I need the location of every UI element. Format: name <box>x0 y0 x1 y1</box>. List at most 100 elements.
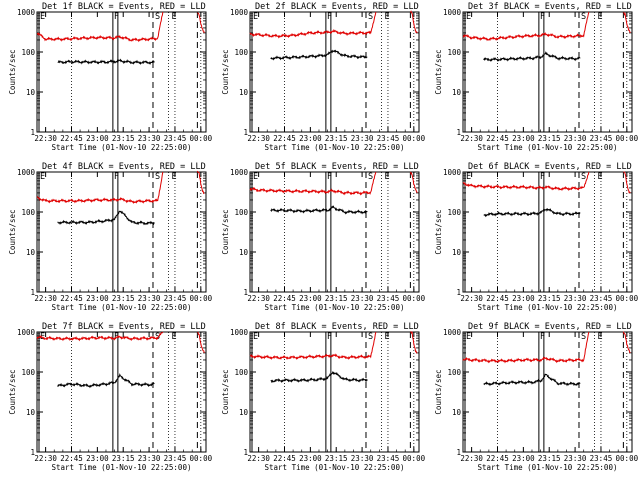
x-tick-label: 23:45 <box>590 454 613 463</box>
plot-frame <box>462 331 633 453</box>
x-tick-label: 23:15 <box>538 134 561 143</box>
x-axis-label: Start Time (01-Nov-10 22:25:00) <box>52 303 192 312</box>
y-tick-label: 10 <box>26 88 36 97</box>
x-tick-label: 22:30 <box>460 454 483 463</box>
y-tick-label: 10 <box>452 88 462 97</box>
x-tick-label: 23:30 <box>351 134 374 143</box>
marker-label: E <box>40 12 45 22</box>
y-axis-label: Counts/sec <box>221 49 230 94</box>
x-tick-label: 23:45 <box>590 294 613 303</box>
y-tick-label: 10 <box>26 248 36 257</box>
x-axis-label: Start Time (01-Nov-10 22:25:00) <box>478 303 618 312</box>
x-tick-label: 23:45 <box>377 454 400 463</box>
events-series-line <box>57 210 155 226</box>
x-tick-label: 22:45 <box>60 294 83 303</box>
detector-panel-4: Det 4f BLACK = Events, RED = LLD 1 10 100 10… <box>0 160 213 320</box>
events-series-line <box>270 49 368 61</box>
marker-label: S <box>155 172 160 182</box>
y-axis-label: Counts/sec <box>8 49 17 94</box>
y-axis-label: Counts/sec <box>434 369 443 414</box>
plot-frame <box>36 171 207 293</box>
y-tick-label: 100 <box>21 368 35 377</box>
marker-label: S <box>155 12 160 22</box>
marker-label: E <box>172 172 177 182</box>
plot-frame <box>36 11 207 133</box>
marker-label: S <box>581 12 586 22</box>
detector-panel-3: Det 3f BLACK = Events, RED = LLD 1 10 100 10… <box>426 0 639 160</box>
detector-panel-9: Det 9f BLACK = Events, RED = LLD 1 10 100 10… <box>426 320 639 480</box>
marker-label: F <box>540 12 545 22</box>
x-tick-label: 22:30 <box>34 134 57 143</box>
x-tick-label: 23:00 <box>299 134 322 143</box>
x-tick-label: 23:30 <box>564 454 587 463</box>
x-tick-label: 23:15 <box>325 294 348 303</box>
y-axis-label: Counts/sec <box>221 209 230 254</box>
plot-frame <box>462 11 633 133</box>
y-tick-label: 1 <box>456 288 461 297</box>
events-series-line <box>270 205 368 215</box>
lld-series-line <box>462 331 590 364</box>
y-axis-label: Counts/sec <box>434 209 443 254</box>
events-series-line <box>483 51 581 62</box>
detector-panel-6: Det 6f BLACK = Events, RED = LLD 1 10 100 10… <box>426 160 639 320</box>
x-tick-label: 00:00 <box>616 454 639 463</box>
marker-label: S <box>155 332 160 342</box>
x-tick-label: 22:45 <box>60 134 83 143</box>
detector-chart-3: Det 3f BLACK = Events, RED = LLD 1 10 100 10… <box>434 2 639 152</box>
y-tick-label: 1000 <box>17 328 36 337</box>
marker-label: E <box>385 172 390 182</box>
x-tick-label: 23:45 <box>164 134 187 143</box>
x-tick-label: 00:00 <box>616 294 639 303</box>
events-series-line <box>57 373 155 389</box>
detector-chart-9: Det 9f BLACK = Events, RED = LLD 1 10 100 10… <box>434 322 639 472</box>
y-tick-label: 1 <box>456 448 461 457</box>
plot-frame <box>249 331 420 453</box>
marker-label: E <box>466 12 471 22</box>
lld-series-line <box>37 11 164 43</box>
y-tick-label: 1 <box>243 288 248 297</box>
y-tick-label: 1 <box>456 128 461 137</box>
plot-frame <box>462 171 633 293</box>
detector-chart-8: Det 8f BLACK = Events, RED = LLD 1 10 100 10… <box>221 322 426 472</box>
marker-label: F <box>114 12 119 22</box>
marker-label: E <box>385 12 390 22</box>
x-tick-label: 22:30 <box>247 294 270 303</box>
x-tick-label: 23:00 <box>299 454 322 463</box>
x-tick-label: 23:15 <box>112 134 135 143</box>
lld-series-line <box>409 10 418 34</box>
events-series-line <box>270 370 368 384</box>
marker-label: E <box>172 12 177 22</box>
x-tick-label: 23:15 <box>538 294 561 303</box>
plot-frame <box>249 11 420 133</box>
y-tick-label: 1 <box>243 128 248 137</box>
marker-label: S <box>581 172 586 182</box>
events-series-line <box>483 208 581 218</box>
x-tick-label: 23:00 <box>86 454 109 463</box>
detector-chart-6: Det 6f BLACK = Events, RED = LLD 1 10 100 10… <box>434 162 639 312</box>
marker-label: S <box>368 12 373 22</box>
marker-label: E <box>253 172 258 182</box>
x-tick-label: 00:00 <box>403 294 426 303</box>
x-tick-label: 23:15 <box>325 134 348 143</box>
y-axis-label: Counts/sec <box>8 369 17 414</box>
marker-label: S <box>368 332 373 342</box>
marker-label: E <box>253 332 258 342</box>
detector-chart-4: Det 4f BLACK = Events, RED = LLD 1 10 100 10… <box>8 162 213 312</box>
y-tick-label: 1000 <box>443 168 462 177</box>
lld-series-line <box>462 11 590 42</box>
x-axis-label: Start Time (01-Nov-10 22:25:00) <box>478 463 618 472</box>
plot-frame <box>36 331 207 453</box>
lld-series-line <box>249 11 377 39</box>
y-tick-label: 1000 <box>17 8 36 17</box>
marker-label: E <box>598 172 603 182</box>
lld-series-line <box>197 331 205 354</box>
x-tick-label: 22:45 <box>273 134 296 143</box>
y-tick-label: 1000 <box>443 8 462 17</box>
x-axis-label: Start Time (01-Nov-10 22:25:00) <box>52 143 192 152</box>
y-axis-label: Counts/sec <box>8 209 17 254</box>
x-tick-label: 00:00 <box>190 294 213 303</box>
y-tick-label: 1000 <box>17 168 36 177</box>
marker-label: E <box>466 332 471 342</box>
x-tick-label: 23:30 <box>564 134 587 143</box>
